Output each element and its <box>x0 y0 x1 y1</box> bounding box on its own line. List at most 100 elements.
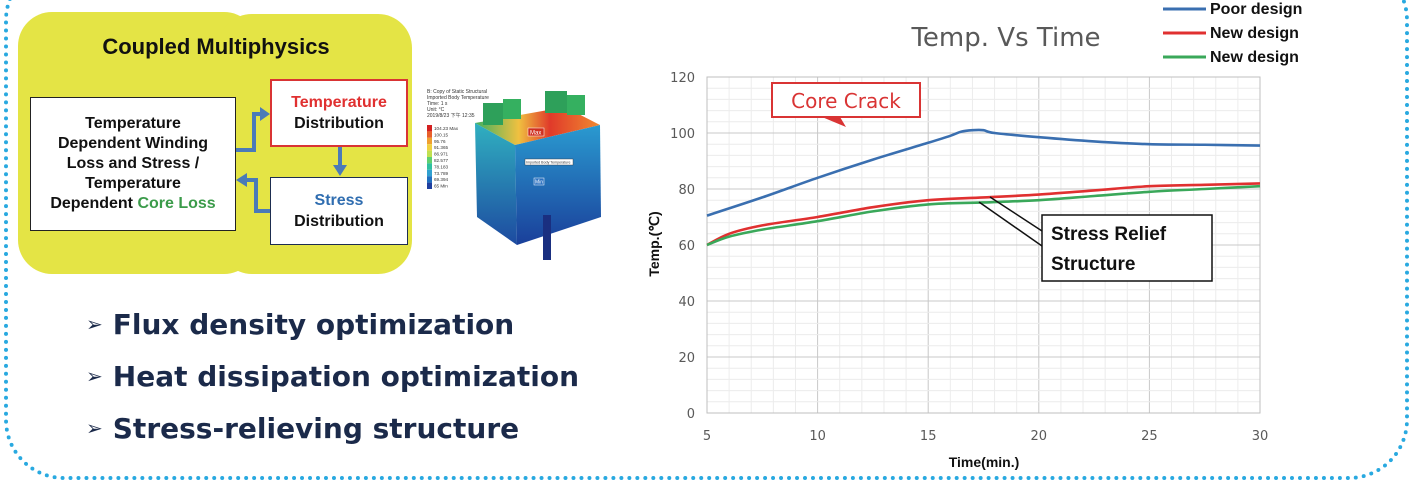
max-tag-box <box>527 127 545 137</box>
stress-relief-pointer-lower <box>978 201 1043 247</box>
bullet-item: ➢ Flux density optimization <box>86 298 579 350</box>
colorbar-value: 86.971 <box>434 152 448 157</box>
stress-relief-line-1: Stress Relief <box>1051 224 1167 245</box>
bullet-text: Stress-relieving structure <box>112 411 520 445</box>
colorbar-swatch <box>427 163 432 170</box>
max-tag: Max <box>530 131 541 137</box>
colorbar-value: 100.15 <box>434 132 448 137</box>
colorbar-value: 69.394 <box>434 177 448 182</box>
x-tick-label: 5 <box>703 429 711 444</box>
legend-label: New design <box>1210 49 1299 66</box>
bullet-item: ➢ Stress-relieving structure <box>86 402 579 454</box>
x-axis-label: Time(min.) <box>949 454 1020 470</box>
svg-text:Imported Body Temperature: Imported Body Temperature <box>427 95 489 101</box>
core-loss-highlight: Core Loss <box>137 195 216 212</box>
y-tick-label: 60 <box>678 239 695 254</box>
temperature-label: Temperature <box>291 94 387 111</box>
chart-legend: Poor design New design New design <box>1163 1 1302 66</box>
temperature-distribution-box: Temperature Distribution <box>270 79 408 147</box>
core-crack-callout-box <box>771 82 921 118</box>
colorbar-swatch <box>427 169 432 177</box>
colorbar-swatch <box>427 157 432 164</box>
legend-label: Poor design <box>1210 1 1302 18</box>
arrowhead-to-loss <box>236 173 247 187</box>
svg-text:Time: 1 s: Time: 1 s <box>427 101 448 107</box>
temperature-distribution-label: Distribution <box>294 115 384 132</box>
stress-relief-line-2: Structure <box>1051 254 1135 275</box>
arrow-bullet-icon: ➢ <box>86 312 103 336</box>
arrow-stress-to-loss <box>246 178 270 213</box>
legend-label: New design <box>1210 25 1299 42</box>
x-tick-label: 30 <box>1252 429 1269 444</box>
core-side-face <box>515 125 601 245</box>
colorbar-swatch <box>427 144 432 151</box>
colorbar-value: 65 Min <box>434 184 448 189</box>
y-tick-label: 40 <box>678 295 695 310</box>
arrow-loss-to-temp <box>236 112 262 152</box>
y-tick-label: 20 <box>678 351 695 366</box>
diagram-title: Coupled Multiphysics <box>102 34 330 59</box>
probe-box <box>524 158 574 166</box>
colorbar-swatch <box>427 176 432 183</box>
svg-text:2019/8/23 下午 12:35: 2019/8/23 下午 12:35 <box>427 112 475 119</box>
winding-block-1 <box>483 103 503 125</box>
svg-text:Unit: °C: Unit: °C <box>427 107 445 113</box>
colorbar-swatch <box>427 150 432 157</box>
core-crack-label: Core Crack <box>791 89 901 113</box>
x-tick-label: 10 <box>809 429 826 444</box>
arrow-bullet-icon: ➢ <box>86 416 103 440</box>
winding-block-3 <box>545 91 567 113</box>
series-line-3 <box>706 184 1261 247</box>
stress-relief-pointer-upper <box>989 196 1043 232</box>
fea-thermal-result-image: B: Copy of Static Structural Imported Bo… <box>427 89 601 260</box>
chart-ticks: 5 10 15 20 25 30 0 20 40 60 80 100 120 <box>670 71 1268 444</box>
bullet-text: Flux density optimization <box>112 307 515 341</box>
winding-block-2 <box>503 99 521 119</box>
arrow-bullet-icon: ➢ <box>86 364 103 388</box>
arrowhead-to-temp <box>260 107 270 121</box>
optimization-list: ➢ Flux density optimization ➢ Heat dissipa… <box>86 298 579 454</box>
fea-colorbar: 104.23 Max100.1595.7691.36586.97182.5777… <box>427 125 459 189</box>
colorbar-swatch <box>427 131 432 138</box>
stress-distribution-label: Distribution <box>294 213 384 230</box>
y-tick-label: 100 <box>670 127 695 142</box>
x-tick-label: 25 <box>1141 429 1158 444</box>
arrowhead-to-stress <box>333 165 347 176</box>
colorbar-value: 73.789 <box>434 171 448 176</box>
colorbar-swatch <box>427 182 432 189</box>
y-tick-label: 0 <box>687 407 695 422</box>
y-tick-label: 120 <box>670 71 695 86</box>
fea-legend-text: B: Copy of Static Structural Imported Bo… <box>427 89 489 119</box>
dotted-frame <box>4 0 1409 480</box>
colorbar-swatch <box>427 125 432 132</box>
colorbar-swatch <box>427 137 432 145</box>
colorbar-value: 91.365 <box>434 145 448 150</box>
min-tag: Min <box>535 180 543 186</box>
chart-title: Temp. Vs Time <box>910 23 1100 53</box>
loss-line-5-prefix: Dependent <box>50 195 138 212</box>
min-tag-box <box>533 177 545 186</box>
y-tick-label: 80 <box>678 183 695 198</box>
bullet-text: Heat dissipation optimization <box>112 359 580 393</box>
colorbar-value: 78.183 <box>434 164 448 169</box>
svg-text:B: Copy of Static Structural: B: Copy of Static Structural <box>427 89 487 95</box>
colorbar-value: 104.23 Max <box>434 126 459 131</box>
flow-arrows <box>236 107 347 213</box>
core-crack-pointer <box>822 117 846 127</box>
stress-label: Stress <box>314 192 364 209</box>
loss-stress-box: Temperature Dependent Winding Loss and S… <box>30 97 236 231</box>
core-front-face <box>475 123 517 245</box>
x-tick-label: 15 <box>920 429 937 444</box>
core-leg <box>543 215 551 260</box>
series-line-1 <box>706 128 1261 217</box>
stress-distribution-box: Stress Distribution <box>270 177 408 245</box>
y-axis-label: Temp.(℃) <box>646 211 662 276</box>
stress-relief-callout-box <box>1041 214 1213 282</box>
colorbar-value: 82.577 <box>434 158 448 163</box>
colorbar-value: 95.76 <box>434 139 446 144</box>
loss-line-3: Loss and Stress / <box>66 155 200 172</box>
probe-label: Imported Body Temperature <box>526 161 570 165</box>
loss-line-5: Dependent Core Loss <box>35 194 231 214</box>
chart-grid <box>706 76 1261 414</box>
winding-block-4 <box>567 95 585 115</box>
